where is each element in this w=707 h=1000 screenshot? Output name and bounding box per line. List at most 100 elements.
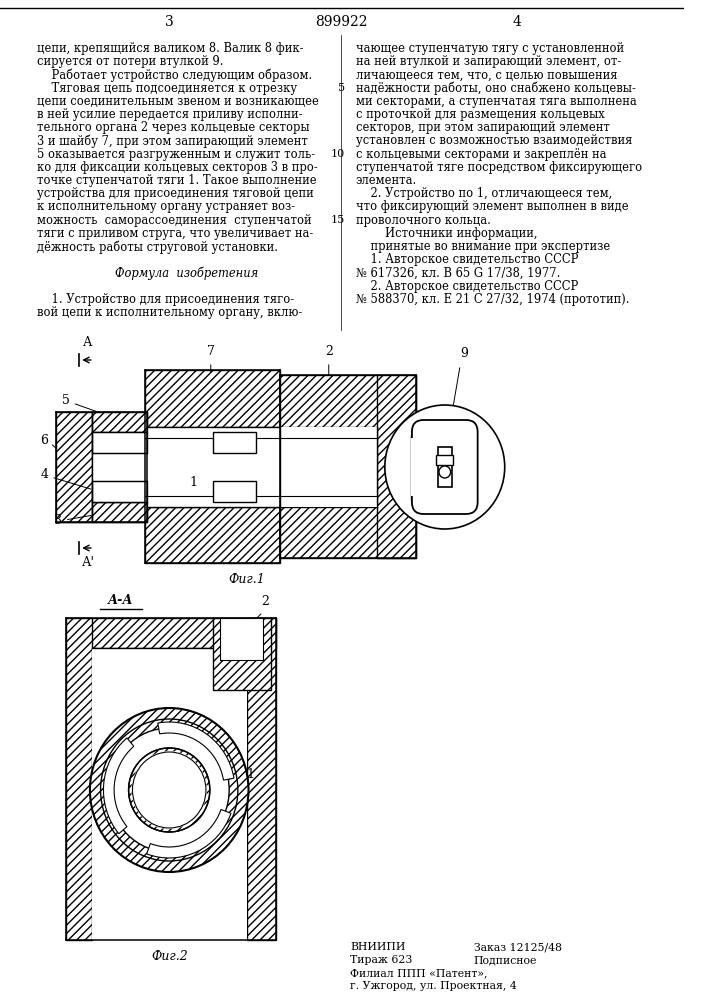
Bar	[92, 412, 147, 522]
Text: ступенчатой тяге посредством фиксирующего: ступенчатой тяге посредством фиксирующег…	[356, 161, 642, 174]
Text: 4: 4	[513, 15, 522, 29]
Text: 1. Устройство для присоединения тяго-: 1. Устройство для присоединения тяго-	[37, 293, 294, 306]
Bar	[213, 481, 256, 502]
Text: тяги с приливом струга, что увеличивает на-: тяги с приливом струга, что увеличивает …	[37, 227, 313, 240]
Text: А-А: А-А	[108, 594, 134, 607]
Circle shape	[132, 752, 206, 828]
Text: № 588370, кл. Е 21 С 27/32, 1974 (прототип).: № 588370, кл. Е 21 С 27/32, 1974 (протот…	[356, 293, 629, 306]
Bar	[92, 432, 147, 453]
Text: 1: 1	[247, 768, 255, 782]
Text: секторов, при этом запирающий элемент: секторов, при этом запирающий элемент	[356, 121, 609, 134]
Bar	[247, 618, 276, 940]
Text: элемента.: элемента.	[356, 174, 417, 187]
Text: Филиал ППП «Патент»,: Филиал ППП «Патент»,	[350, 968, 488, 978]
Text: что фиксирующий элемент выполнен в виде: что фиксирующий элемент выполнен в виде	[356, 200, 629, 213]
Text: принятые во внимание при экспертизе: принятые во внимание при экспертизе	[356, 240, 610, 253]
Text: 8: 8	[484, 493, 491, 506]
Text: цепи соединительным звеном и возникающее: цепи соединительным звеном и возникающее	[37, 95, 319, 108]
Text: А': А'	[81, 556, 95, 569]
Text: 5: 5	[237, 722, 245, 734]
Text: 10: 10	[331, 149, 345, 159]
Text: 5: 5	[62, 393, 70, 406]
Text: Заказ 12125/48: Заказ 12125/48	[474, 942, 562, 952]
Bar	[281, 375, 416, 427]
Bar	[213, 618, 271, 690]
Text: 5 оказывается разгруженным и служит толь-: 5 оказывается разгруженным и служит толь…	[37, 148, 315, 161]
Text: в ней усилие передается приливу исполни-: в ней усилие передается приливу исполни-	[37, 108, 302, 121]
FancyBboxPatch shape	[412, 420, 478, 514]
Text: 2: 2	[325, 345, 333, 358]
Bar	[281, 427, 377, 507]
Text: Фиг.1: Фиг.1	[228, 573, 265, 586]
Text: Тираж 623: Тираж 623	[350, 955, 412, 965]
Circle shape	[110, 728, 229, 852]
Text: 1: 1	[189, 476, 197, 488]
Circle shape	[129, 748, 210, 832]
Text: Работает устройство следующим образом.: Работает устройство следующим образом.	[37, 68, 312, 82]
Text: 3: 3	[54, 514, 62, 526]
Bar	[56, 412, 92, 522]
Text: цепи, крепящийся валиком 8. Валик 8 фик-: цепи, крепящийся валиком 8. Валик 8 фик-	[37, 42, 303, 55]
Bar	[411, 435, 447, 500]
Text: 1. Авторское свидетельство СССР: 1. Авторское свидетельство СССР	[356, 253, 578, 266]
Text: проволочного кольца.: проволочного кольца.	[356, 214, 491, 227]
Circle shape	[132, 751, 207, 829]
Bar	[145, 507, 281, 563]
Text: ми секторами, а ступенчатая тяга выполнена: ми секторами, а ступенчатая тяга выполне…	[356, 95, 636, 108]
Text: на ней втулкой и запирающий элемент, от-: на ней втулкой и запирающий элемент, от-	[356, 55, 621, 68]
Wedge shape	[103, 738, 134, 834]
Text: 2. Авторское свидетельство СССР: 2. Авторское свидетельство СССР	[356, 280, 578, 293]
Text: устройства для присоединения тяговой цепи: устройства для присоединения тяговой цеп…	[37, 187, 313, 200]
Text: установлен с возможностью взаимодействия: установлен с возможностью взаимодействия	[356, 134, 632, 147]
Circle shape	[439, 466, 450, 478]
Text: Формула  изобретения: Формула изобретения	[115, 266, 258, 280]
Text: 3 и шайбу 7, при этом запирающий элемент: 3 и шайбу 7, при этом запирающий элемент	[37, 134, 308, 148]
Circle shape	[385, 405, 505, 529]
Bar	[411, 438, 447, 496]
Bar	[56, 481, 147, 522]
Bar	[438, 447, 452, 487]
Text: 2. Устройство по 1, отличающееся тем,: 2. Устройство по 1, отличающееся тем,	[356, 187, 612, 200]
Text: дёжность работы струговой установки.: дёжность работы струговой установки.	[37, 240, 278, 253]
Bar	[221, 618, 263, 660]
Text: надёжности работы, оно снабжено кольцевы-: надёжности работы, оно снабжено кольцевы…	[356, 82, 636, 95]
Text: 9: 9	[460, 347, 468, 360]
Text: тельного органа 2 через кольцевые секторы: тельного органа 2 через кольцевые сектор…	[37, 121, 310, 134]
Bar	[66, 618, 92, 940]
Text: № 617326, кл. В 65 G 17/38, 1977.: № 617326, кл. В 65 G 17/38, 1977.	[356, 266, 560, 279]
Bar	[213, 432, 256, 453]
Text: чающее ступенчатую тягу с установленной: чающее ступенчатую тягу с установленной	[356, 42, 624, 55]
Text: 15: 15	[331, 215, 345, 225]
Text: 6: 6	[223, 848, 230, 861]
Wedge shape	[158, 722, 234, 780]
Bar	[145, 427, 281, 507]
Text: точке ступенчатой тяги 1. Такое выполнение: точке ступенчатой тяги 1. Такое выполнен…	[37, 174, 316, 187]
Bar	[92, 481, 147, 502]
Text: 5: 5	[338, 83, 345, 93]
Bar	[92, 412, 147, 432]
Bar	[145, 370, 281, 427]
Text: Подписное: Подписное	[474, 955, 537, 965]
Text: к исполнительному органу устраняет воз-: к исполнительному органу устраняет воз-	[37, 200, 295, 213]
Text: Тяговая цепь подсоединяется к отрезку: Тяговая цепь подсоединяется к отрезку	[37, 82, 297, 95]
Bar	[92, 502, 147, 522]
Bar	[92, 648, 247, 940]
Wedge shape	[147, 809, 231, 858]
Text: личающееся тем, что, с целью повышения: личающееся тем, что, с целью повышения	[356, 68, 617, 81]
Text: 4: 4	[40, 468, 48, 482]
Bar	[281, 507, 416, 558]
Bar	[377, 375, 416, 558]
Text: 6: 6	[40, 434, 48, 446]
Bar	[436, 455, 453, 465]
Text: ко для фиксации кольцевых секторов 3 в про-: ко для фиксации кольцевых секторов 3 в п…	[37, 161, 317, 174]
Bar	[66, 618, 276, 648]
Text: сируется от потери втулкой 9.: сируется от потери втулкой 9.	[37, 55, 223, 68]
Text: 899922: 899922	[315, 15, 368, 29]
Bar	[56, 412, 147, 453]
Text: 2: 2	[261, 595, 269, 608]
Text: Источники информации,: Источники информации,	[356, 227, 537, 240]
Text: с кольцевыми секторами и закреплён на: с кольцевыми секторами и закреплён на	[356, 148, 607, 161]
Text: г. Ужгород, ул. Проектная, 4: г. Ужгород, ул. Проектная, 4	[350, 981, 517, 991]
Text: Фиг.2: Фиг.2	[151, 950, 187, 963]
Text: вой цепи к исполнительному органу, вклю-: вой цепи к исполнительному органу, вклю-	[37, 306, 302, 319]
